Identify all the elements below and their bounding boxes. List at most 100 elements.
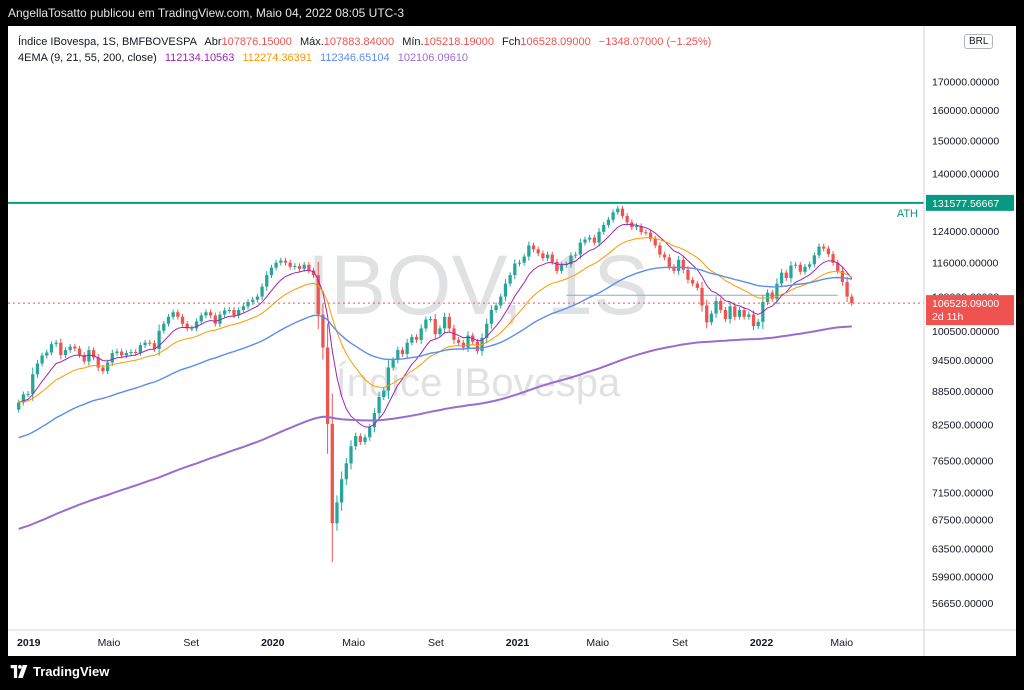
candle-body xyxy=(606,219,611,225)
candle-body xyxy=(817,246,821,256)
y-tick-label: 59900.00000 xyxy=(932,571,993,583)
candle-body xyxy=(592,237,597,243)
candle-body xyxy=(681,259,685,270)
candle-body xyxy=(508,275,512,284)
candle-body xyxy=(719,301,723,310)
candle-body xyxy=(733,306,737,317)
candle-body xyxy=(162,323,166,331)
candle-body xyxy=(559,265,564,271)
legend-low-label: Mín. xyxy=(402,36,424,48)
candle-body xyxy=(424,319,428,329)
candle-body xyxy=(157,330,161,350)
candle-body xyxy=(545,254,550,259)
y-tick-label: 100500.00000 xyxy=(932,326,999,338)
x-tick-label: Maio xyxy=(830,637,853,649)
legend-change: −1348.07000 (−1.25%) xyxy=(598,36,712,48)
y-tick-label: 160000.00000 xyxy=(932,105,999,117)
y-tick-label: 94500.00000 xyxy=(932,355,993,367)
candle-body xyxy=(274,262,278,268)
tradingview-logo-text: TradingView xyxy=(33,664,110,679)
candle-body xyxy=(494,305,498,310)
candle-body xyxy=(377,397,381,414)
watermark-subtitle: Índice IBovespa xyxy=(336,360,621,405)
candle-body xyxy=(616,208,620,213)
candle-body xyxy=(812,255,816,265)
candle-body xyxy=(59,342,63,355)
y-tick-label: 76500.00000 xyxy=(932,455,993,467)
legend-ema-label[interactable]: 4EMA (9, 21, 55, 200, close) xyxy=(18,52,157,64)
candle-body xyxy=(307,264,311,271)
candle-body xyxy=(152,343,157,350)
last-price-badge xyxy=(926,295,1014,326)
candle-body xyxy=(213,315,217,324)
tradingview-logo[interactable]: TradingView xyxy=(10,664,109,679)
candle-body xyxy=(728,306,732,320)
price-chart[interactable]: IBOV, 1S Índice IBovespa ATH 170000.00000 16… xyxy=(8,26,1016,656)
candle-body xyxy=(288,262,292,267)
candle-body xyxy=(503,283,508,297)
legend-symbol[interactable]: Índice IBovespa, 1S, BMFBOVESPA xyxy=(18,36,197,48)
candle-body xyxy=(260,286,264,297)
candle-body xyxy=(316,275,320,315)
candle-body xyxy=(283,260,288,263)
candle-body xyxy=(115,351,119,353)
legend-low-value: 105218.19000 xyxy=(423,36,494,48)
y-tick-label: 56650.00000 xyxy=(932,598,993,610)
candle-body xyxy=(850,296,854,304)
candle-body xyxy=(45,352,49,356)
x-tick-label: 2022 xyxy=(750,637,774,649)
candle-body xyxy=(475,341,480,352)
candle-body xyxy=(110,352,114,363)
footer-bar: TradingView xyxy=(0,656,1024,690)
legend-ema55-value: 112346.65104 xyxy=(320,52,390,64)
y-tick-label: 63500.00000 xyxy=(932,544,993,556)
candle-body xyxy=(578,242,582,255)
y-tick-label: 67500.00000 xyxy=(932,515,993,527)
y-tick-label: 82500.00000 xyxy=(932,419,993,431)
x-tick-label: 2019 xyxy=(17,637,41,649)
candle-body xyxy=(541,253,545,259)
candle-body xyxy=(218,314,222,324)
candle-body xyxy=(737,309,742,317)
candle-body xyxy=(517,262,522,264)
candle-body xyxy=(330,423,334,524)
ema-21-line xyxy=(18,237,853,403)
candle-body xyxy=(204,312,208,316)
candle-body xyxy=(227,309,231,311)
chart-frame[interactable]: IBOV, 1S Índice IBovespa ATH 170000.00000 16… xyxy=(8,26,1016,656)
candle-body xyxy=(35,363,40,375)
candle-body xyxy=(499,296,503,306)
candle-body xyxy=(344,463,348,480)
candle-body xyxy=(410,336,414,343)
candle-body xyxy=(400,350,405,354)
candle-body xyxy=(255,296,260,300)
candle-body xyxy=(325,347,330,424)
candle-body xyxy=(143,342,147,346)
candle-body xyxy=(129,352,133,354)
candle-body xyxy=(714,301,718,314)
candle-body xyxy=(438,328,442,335)
candle-body xyxy=(91,350,96,358)
watermark-title: IBOV, 1S xyxy=(307,238,649,332)
legend-open-label: Abr xyxy=(204,36,222,48)
candle-body xyxy=(311,270,316,276)
candle-body xyxy=(705,305,709,323)
candle-body xyxy=(583,239,587,243)
candle-body xyxy=(96,357,100,368)
y-tick-label: 124000.00000 xyxy=(932,226,999,238)
candle-body xyxy=(574,254,578,256)
candle-body xyxy=(803,266,807,272)
currency-badge[interactable]: BRL xyxy=(964,34,994,49)
candle-body xyxy=(166,316,171,324)
candle-body xyxy=(120,351,124,356)
candle-body xyxy=(751,314,756,327)
y-tick-label: 170000.00000 xyxy=(932,76,999,88)
x-tick-label: Set xyxy=(183,637,199,649)
publisher-text: AngellaTosatto publicou em TradingView.c… xyxy=(8,6,405,20)
candle-body xyxy=(555,261,559,271)
publisher-bar: AngellaTosatto publicou em TradingView.c… xyxy=(0,0,1024,26)
last-price-badge-text: 106528.09000 xyxy=(932,298,999,310)
candle-body xyxy=(21,394,26,403)
legend-ema-row: 4EMA (9, 21, 55, 200, close) 112134.1056… xyxy=(18,50,711,66)
candle-body xyxy=(840,270,845,282)
